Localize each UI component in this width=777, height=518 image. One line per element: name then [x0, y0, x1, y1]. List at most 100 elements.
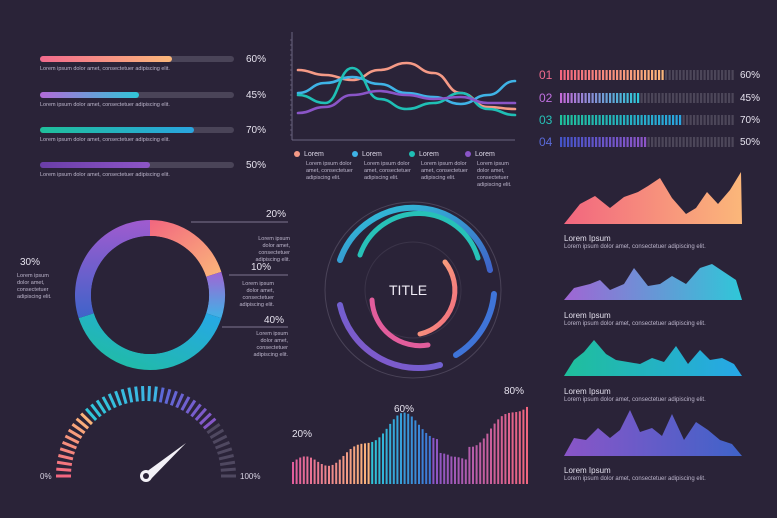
progress-fill: [40, 162, 150, 168]
segment-tick: [563, 70, 566, 80]
segment-tick: [584, 70, 587, 80]
wave-bar: [364, 443, 366, 484]
segment-tick: [595, 115, 598, 125]
segment-tick: [630, 115, 633, 125]
donut-slice: [150, 220, 222, 277]
segment-tick: [721, 115, 724, 125]
wave-bar: [522, 409, 525, 484]
segment-tick: [598, 115, 601, 125]
gauge-tick: [127, 387, 134, 403]
gauge-tick: [218, 454, 234, 461]
wave-bar: [518, 411, 521, 484]
gauge-tick: [219, 460, 236, 467]
segment-tick: [612, 137, 615, 147]
segment-tick: [574, 70, 577, 80]
wave-bar: [335, 462, 338, 484]
segment-tick: [665, 115, 668, 125]
segment-tick: [700, 115, 703, 125]
wave-bar: [418, 424, 420, 484]
legend-item: Lorem Lorem ipsum dolor amet, consectetu…: [294, 151, 356, 182]
segment-tick: [672, 93, 675, 103]
segment-percent: 50%: [740, 137, 761, 148]
segment-tick: [703, 137, 706, 147]
segment-tick: [626, 137, 629, 147]
gauge-tick: [90, 403, 102, 418]
segment-tick: [612, 115, 615, 125]
segment-tick: [721, 137, 724, 147]
segment-tick: [731, 137, 734, 147]
segment-tick: [654, 137, 657, 147]
segment-tick: [665, 137, 668, 147]
gauge-tick: [141, 386, 145, 402]
gauge-tick: [95, 399, 107, 414]
segment-tick: [609, 70, 612, 80]
segment-tick: [644, 70, 647, 80]
progress-track: [40, 92, 234, 98]
wave-bar: [338, 459, 341, 484]
progress-percent: 50%: [246, 160, 267, 171]
wave-bar: [342, 455, 345, 484]
segment-tick: [609, 115, 612, 125]
segment-tick: [640, 93, 643, 103]
gauge-tick: [64, 434, 80, 445]
wave-bar: [526, 406, 528, 484]
segment-tick: [700, 70, 703, 80]
segment-tick: [619, 115, 622, 125]
segment-tick: [710, 70, 713, 80]
segment-tick: [612, 70, 615, 80]
wave-bar: [299, 457, 302, 484]
legend-desc: Lorem ipsum dolor amet, consectetuer adi…: [306, 161, 353, 181]
segment-tick: [714, 70, 717, 80]
segment-tick: [612, 93, 615, 103]
gauge-tick: [164, 388, 172, 405]
legend-desc: Lorem ipsum dolor amet, consectetuer adi…: [477, 161, 512, 188]
wave-bar: [367, 442, 370, 484]
area-chart-4: [564, 410, 742, 456]
segment-tick: [570, 115, 573, 125]
segment-tick: [588, 115, 591, 125]
wave-bar: [392, 419, 395, 484]
wave-bar: [295, 459, 298, 484]
segment-tick: [710, 137, 713, 147]
segment-tick: [637, 70, 640, 80]
segment-tick: [640, 115, 643, 125]
wave-bar: [360, 443, 363, 484]
segment-tick: [626, 70, 629, 80]
wave-bar: [371, 441, 374, 484]
segment-tick: [591, 115, 594, 125]
segment-tick: [703, 93, 706, 103]
gauge-tick: [114, 390, 123, 406]
segment-tick: [696, 93, 699, 103]
segment-tick: [563, 137, 566, 147]
segment-tick: [665, 93, 668, 103]
wave-bar: [389, 423, 392, 484]
legend-item: Lorem Lorem ipsum dolor amet, consectetu…: [352, 151, 414, 182]
segment-tick: [654, 115, 657, 125]
wave-label: 60%: [394, 404, 415, 415]
wave-bar: [436, 439, 438, 484]
segment-percent: 70%: [740, 115, 761, 126]
segment-tick: [682, 115, 685, 125]
segment-tick: [570, 137, 573, 147]
wave-bar: [450, 456, 453, 484]
legend-dot-icon: [294, 151, 300, 158]
donut-slice: [75, 220, 150, 319]
area-desc: Lorem ipsum dolor amet, consectetuer adi…: [564, 397, 706, 403]
segment-tick: [616, 70, 619, 80]
segment-tick: [689, 137, 692, 147]
segment-tick: [724, 70, 727, 80]
segment-tick: [672, 115, 675, 125]
radial-title: TITLE: [389, 282, 428, 298]
segment-tick: [651, 93, 654, 103]
segment-tick: [693, 115, 696, 125]
gauge-tick: [217, 447, 233, 455]
segment-tick: [574, 115, 577, 125]
segment-tick: [693, 93, 696, 103]
wave-bar: [468, 446, 471, 484]
segment-tick: [609, 137, 612, 147]
segment-tick: [591, 70, 594, 80]
segment-tick: [567, 70, 570, 80]
segment-tick: [560, 93, 563, 103]
segment-tick: [668, 70, 671, 80]
